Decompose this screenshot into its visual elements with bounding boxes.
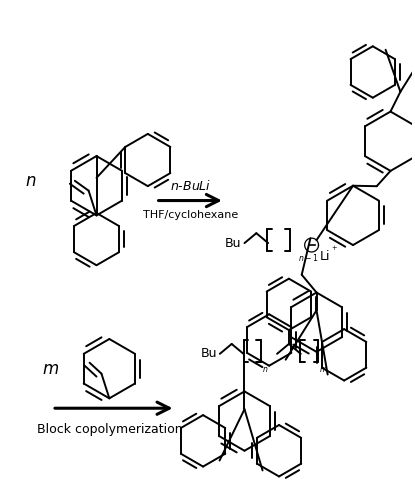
Text: $_{n}$: $_{n}$ xyxy=(262,364,269,374)
Text: m: m xyxy=(42,360,58,378)
Text: $n$-BuLi: $n$-BuLi xyxy=(170,178,211,192)
Text: $_{m}$: $_{m}$ xyxy=(320,364,329,374)
Text: Bu: Bu xyxy=(200,348,217,360)
Text: $_{n-1}$: $_{n-1}$ xyxy=(298,253,319,266)
Text: Li: Li xyxy=(320,250,330,264)
Text: $^{+}$: $^{+}$ xyxy=(331,245,338,255)
Text: THF/cyclohexane: THF/cyclohexane xyxy=(143,210,238,220)
Text: Block copolymerization: Block copolymerization xyxy=(37,424,182,436)
Text: Bu: Bu xyxy=(225,236,242,250)
Text: n: n xyxy=(25,172,36,190)
